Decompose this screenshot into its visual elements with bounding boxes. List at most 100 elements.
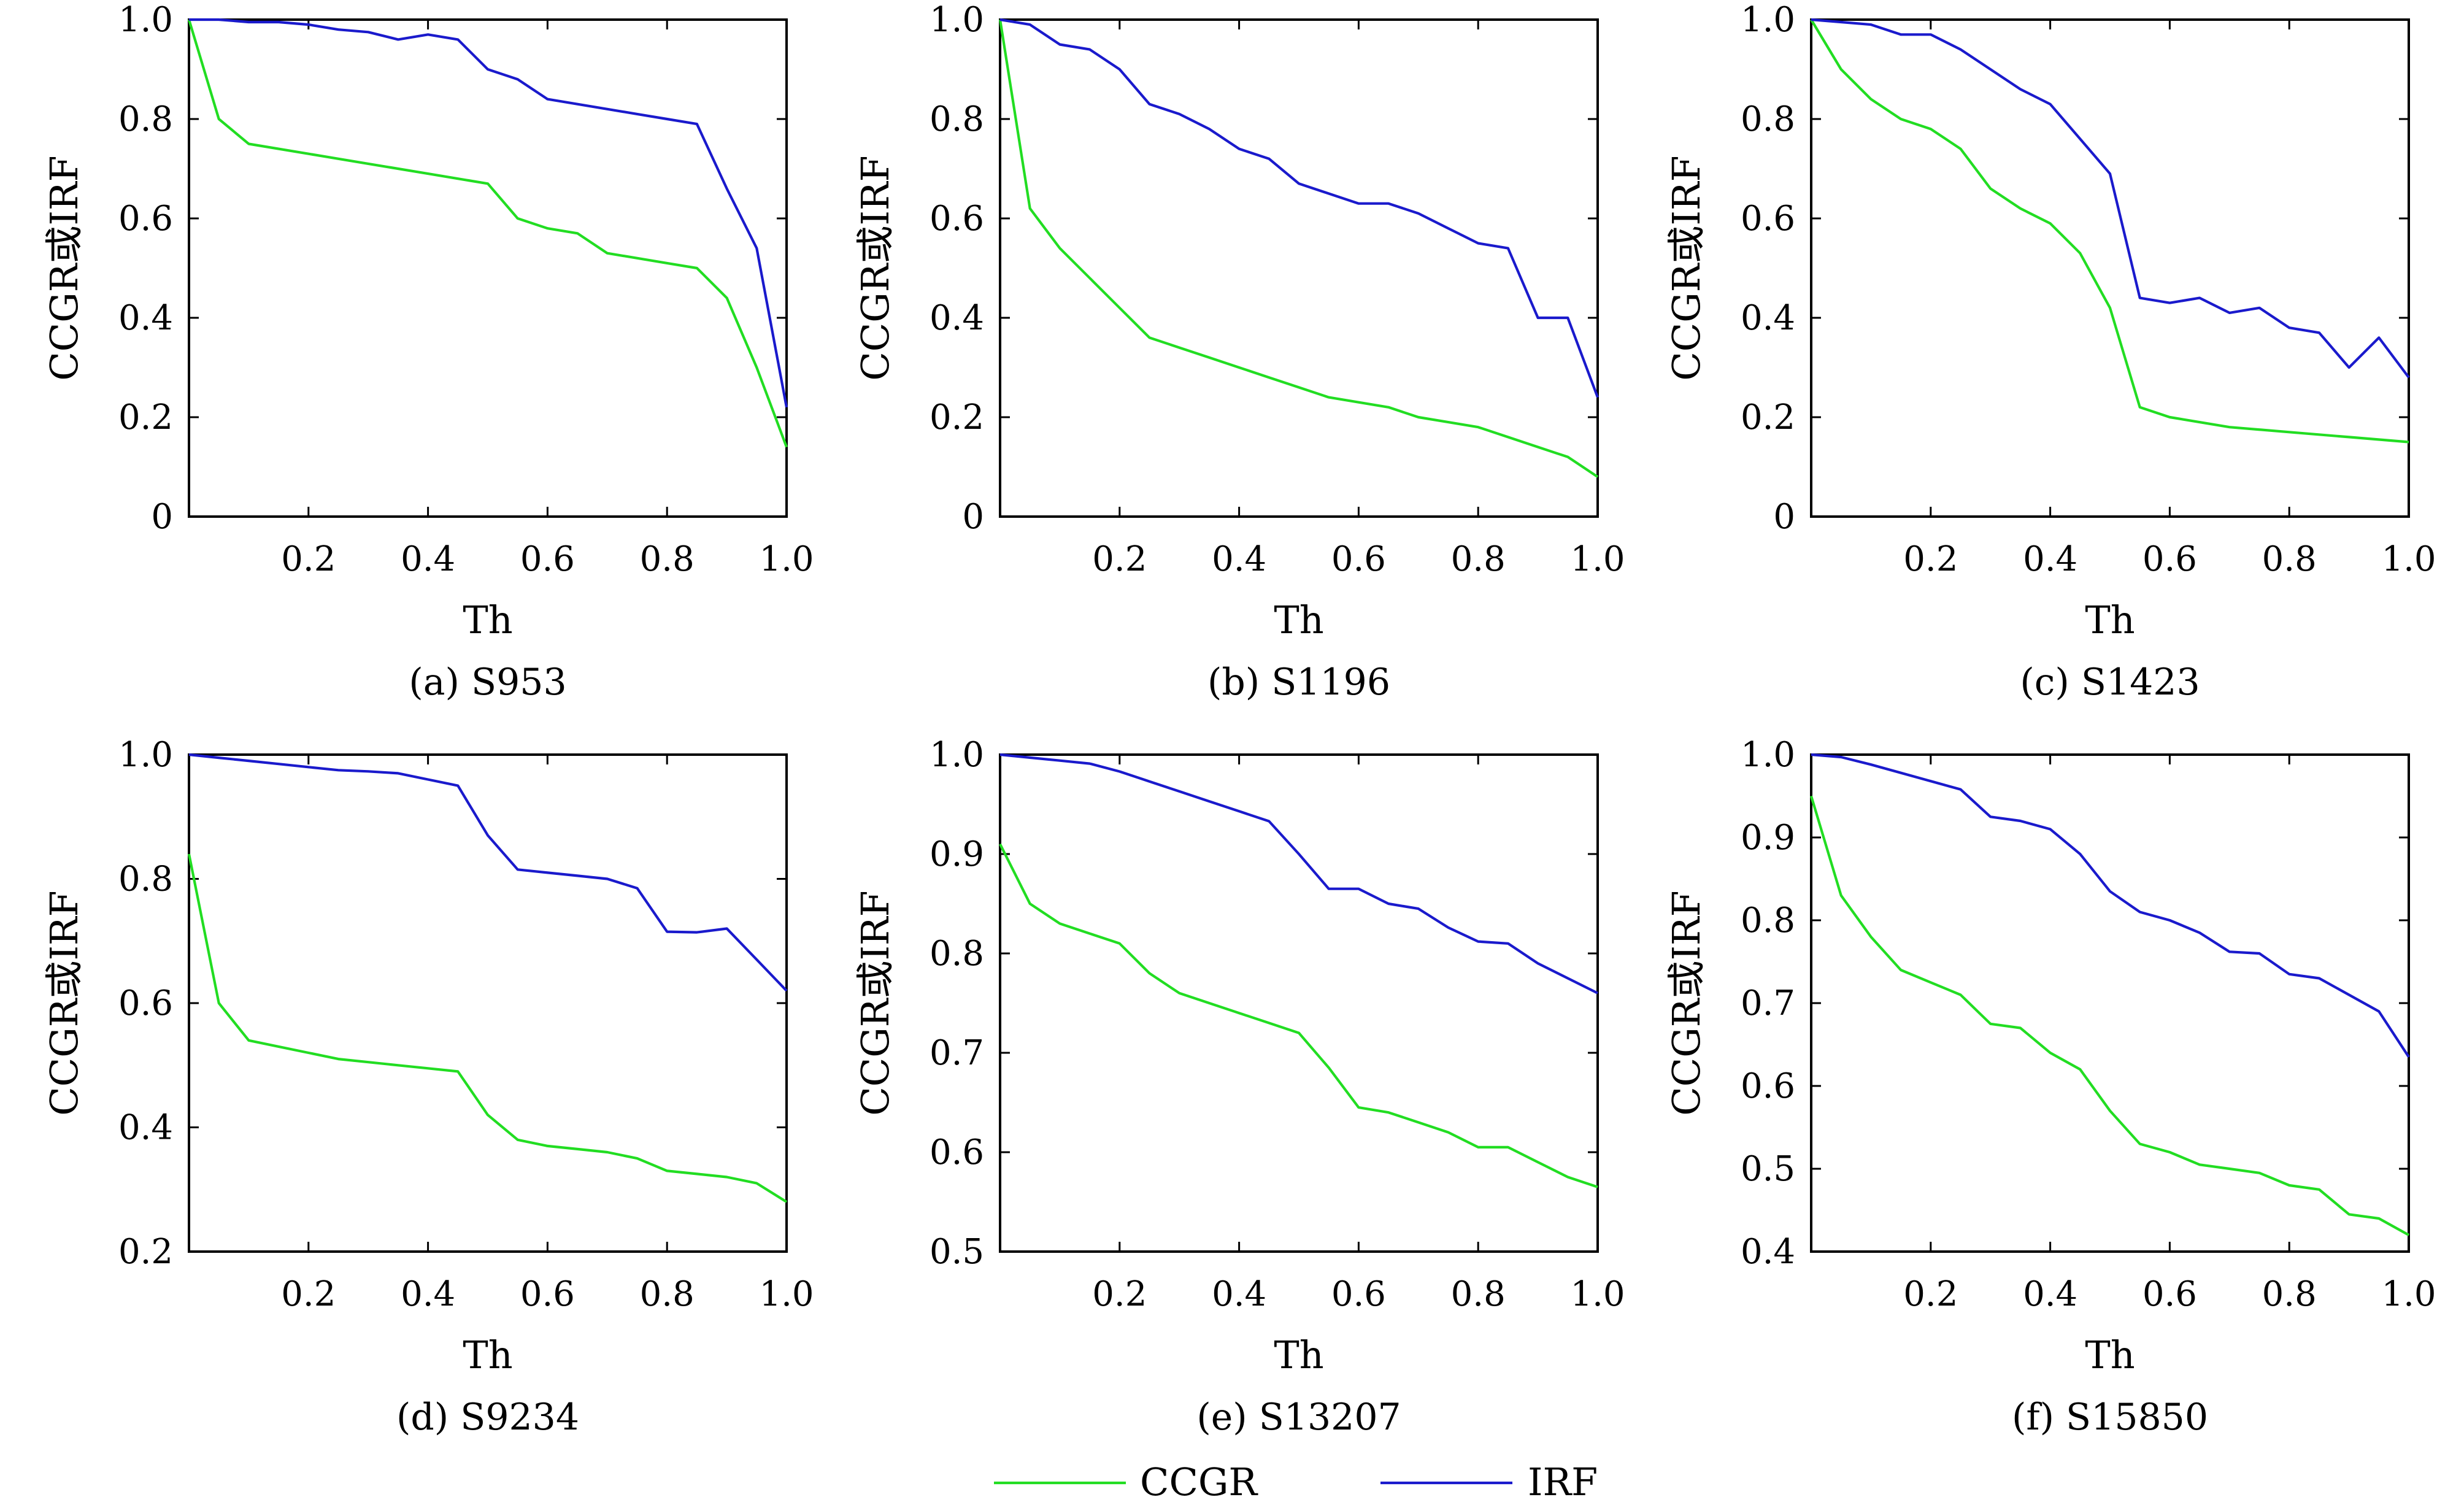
y-tick-label: 0.2 <box>118 398 173 437</box>
plot-frame <box>999 18 1599 518</box>
y-tick-label: 1.0 <box>118 0 173 40</box>
y-tick-label: 0.4 <box>118 298 173 338</box>
panel-caption: (d) S9234 <box>396 1396 579 1439</box>
series-line-ccgr <box>187 853 788 1203</box>
x-tick-label: 0.8 <box>640 539 695 579</box>
y-tick-label: 0 <box>1773 497 1795 537</box>
x-tick-label: 0.2 <box>1092 1274 1147 1314</box>
x-tick-label: 0.6 <box>1331 539 1386 579</box>
y-tick-label: 1.0 <box>930 0 984 40</box>
y-tick-label: 0.9 <box>930 834 984 874</box>
panel-caption: (b) S1196 <box>1207 661 1390 704</box>
x-axis-label: Th <box>2085 598 2135 642</box>
y-tick-label: 0 <box>962 497 984 537</box>
y-tick-label: 1.0 <box>1741 735 1795 775</box>
x-axis-label: Th <box>463 598 512 642</box>
y-tick-label: 1.0 <box>1741 0 1795 40</box>
x-tick-label: 0.4 <box>2023 1274 2077 1314</box>
x-tick-label: 1.0 <box>759 1274 814 1314</box>
legend-label-irf: IRF <box>1528 1460 1598 1497</box>
y-tick-label: 0.4 <box>1741 1232 1795 1272</box>
x-tick-label: 1.0 <box>2381 539 2436 579</box>
x-tick-label: 1.0 <box>2381 1274 2436 1314</box>
x-tick-label: 0.2 <box>1092 539 1147 579</box>
y-tick-label: 0.6 <box>930 199 984 239</box>
y-tick-label: 0.6 <box>930 1133 984 1172</box>
y-axis-label: CCGR或IRF <box>1664 890 1709 1115</box>
y-tick-label: 0.5 <box>1741 1149 1795 1189</box>
series-line-ccgr <box>1809 795 2410 1236</box>
y-tick-label: 0.5 <box>930 1232 984 1272</box>
legend: CCGR IRF <box>994 1460 1598 1497</box>
x-axis-label: Th <box>1274 1333 1323 1377</box>
series-line-irf <box>188 753 788 992</box>
x-tick-label: 0.6 <box>1331 1274 1386 1314</box>
x-tick-label: 1.0 <box>1570 1274 1625 1314</box>
chart-panel-6: 0.4 0.5 0.6 0.7 0.8 0.9 1.0 0.2 0.4 0.6 0.8 1.0 Th CC… <box>1664 735 2436 1439</box>
y-tick-label: 0.6 <box>118 983 173 1023</box>
y-tick-label: 0 <box>151 497 173 537</box>
series-line-ccgr <box>998 19 1599 478</box>
x-tick-label: 0.8 <box>2262 1274 2317 1314</box>
y-tick-label: 0.2 <box>1741 398 1795 437</box>
x-tick-label: 0.6 <box>2143 539 2197 579</box>
plot-frame <box>188 753 788 1253</box>
x-axis-label: Th <box>2085 1333 2135 1377</box>
x-tick-label: 1.0 <box>1570 539 1625 579</box>
legend-label-ccgr: CCGR <box>1140 1460 1258 1497</box>
x-axis-label: Th <box>1274 598 1323 642</box>
series-line-irf <box>1811 753 2410 1058</box>
chart-panel-3: 0 0.2 0.4 0.6 0.8 1.0 0.2 0.4 0.6 0.8 1.0 Th CCGR或IR… <box>1664 0 2436 704</box>
x-tick-label: 0.4 <box>401 539 455 579</box>
x-tick-label: 0.4 <box>1212 539 1266 579</box>
series-line-irf <box>1811 18 2410 379</box>
series-line-ccgr <box>999 843 1598 1188</box>
y-tick-label: 0.8 <box>1741 99 1795 139</box>
y-tick-label: 0.9 <box>1741 818 1795 858</box>
y-tick-label: 0.8 <box>930 99 984 139</box>
y-axis-label: CCGR或IRF <box>853 155 898 380</box>
x-tick-label: 1.0 <box>759 539 814 579</box>
plot-frame <box>1810 753 2410 1253</box>
x-tick-label: 0.2 <box>1903 1274 1958 1314</box>
y-tick-label: 0.8 <box>1741 901 1795 941</box>
y-tick-label: 0.8 <box>118 860 173 899</box>
x-tick-label: 0.2 <box>281 539 336 579</box>
x-tick-label: 0.8 <box>2262 539 2317 579</box>
y-tick-label: 0.8 <box>930 934 984 974</box>
y-tick-label: 1.0 <box>118 735 173 775</box>
y-tick-label: 0.2 <box>118 1232 173 1272</box>
y-tick-label: 0.4 <box>1741 298 1795 338</box>
series-line-ccgr <box>1810 18 2409 444</box>
y-tick-label: 0.4 <box>930 298 984 338</box>
x-tick-label: 0.2 <box>1903 539 1958 579</box>
x-tick-label: 0.8 <box>1451 1274 1506 1314</box>
chart-panel-5: 0.5 0.6 0.7 0.8 0.9 1.0 0.2 0.4 0.6 0.8 1.0 Th CCGR或… <box>853 735 1625 1439</box>
y-tick-label: 0.4 <box>118 1108 173 1148</box>
x-tick-label: 0.4 <box>2023 539 2077 579</box>
y-tick-label: 0.8 <box>118 99 173 139</box>
x-axis-label: Th <box>463 1333 512 1377</box>
y-tick-label: 0.2 <box>930 398 984 437</box>
panel-caption: (f) S15850 <box>2012 1396 2208 1439</box>
series-line-irf <box>999 18 1599 398</box>
chart-panels: 0 0.2 0.4 0.6 0.8 1.0 0.2 0.4 0.6 0.8 1.0 Th CCGR或IR… <box>42 0 2436 1439</box>
y-axis-label: CCGR或IRF <box>42 890 87 1115</box>
series-line-irf <box>999 753 1598 995</box>
x-tick-label: 0.2 <box>281 1274 336 1314</box>
chart-panel-2: 0 0.2 0.4 0.6 0.8 1.0 0.2 0.4 0.6 0.8 1.0 Th CCGR或IR… <box>853 0 1625 704</box>
panel-caption: (a) S953 <box>409 661 566 704</box>
panel-caption: (e) S13207 <box>1196 1396 1401 1439</box>
y-axis-label: CCGR或IRF <box>42 155 87 380</box>
y-axis-label: CCGR或IRF <box>1664 155 1709 380</box>
panel-caption: (c) S1423 <box>2020 661 2200 704</box>
plot-frame <box>188 18 788 518</box>
plot-frame <box>1810 18 2410 518</box>
x-tick-label: 0.8 <box>1451 539 1506 579</box>
y-tick-label: 1.0 <box>930 735 984 775</box>
x-tick-label: 0.8 <box>640 1274 695 1314</box>
y-tick-label: 0.7 <box>1741 983 1795 1023</box>
chart-panel-4: 0.2 0.4 0.6 0.8 1.0 0.2 0.4 0.6 0.8 1.0 Th CCGR或IRF… <box>42 735 814 1439</box>
x-tick-label: 0.6 <box>520 539 575 579</box>
